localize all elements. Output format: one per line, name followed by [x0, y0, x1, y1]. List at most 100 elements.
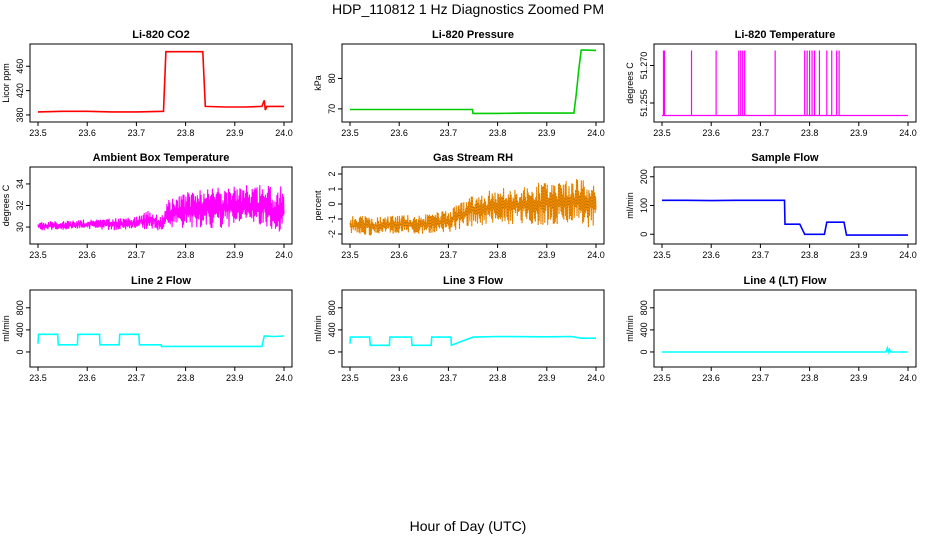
y-tick-label: 2 — [327, 171, 337, 176]
page-title: HDP_110812 1 Hz Diagnostics Zoomed PM — [331, 1, 605, 17]
y-tick-label: 460 — [15, 59, 25, 74]
data-layer — [662, 50, 908, 117]
x-tick-label: 23.8 — [177, 128, 195, 138]
x-tick-label: 23.6 — [78, 250, 96, 260]
panel-title: Li-820 CO2 — [132, 29, 189, 41]
x-tick-label: 23.6 — [702, 250, 720, 260]
x-tick-label: 23.5 — [341, 128, 359, 138]
x-tick-label: 23.9 — [538, 128, 556, 138]
y-tick-label: 0 — [15, 349, 25, 354]
x-tick-label: 23.8 — [489, 128, 507, 138]
y-tick-label: 100 — [639, 198, 649, 213]
data-layer — [349, 179, 597, 236]
y-tick-label: 800 — [327, 300, 337, 315]
y-axis-label: ml/min — [313, 315, 323, 342]
y-tick-label: 400 — [327, 322, 337, 337]
panel-line-2-flow: Line 2 Flow ml/min 23.5 23.6 23.7 23.8 23.9 24.… — [1, 275, 293, 383]
x-tick-label: 23.7 — [440, 128, 458, 138]
panel-line-4-lt-flow: Line 4 (LT) Flow ml/min 23.5 23.6 23.7 23.8 23… — [625, 275, 917, 383]
x-axis-label: Hour of Day (UTC) — [409, 518, 527, 534]
x-tick-label: 23.6 — [78, 128, 96, 138]
x-tick-label: 23.7 — [752, 250, 770, 260]
y-tick-label: 32 — [15, 200, 25, 210]
y-tick-label: -1 — [327, 215, 337, 223]
x-tick-label: 23.9 — [538, 250, 556, 260]
x-tick-label: 23.9 — [226, 373, 244, 383]
x-tick-label: 23.5 — [341, 250, 359, 260]
x-tick-label: 24.0 — [275, 128, 293, 138]
y-tick-label: 70 — [327, 104, 337, 114]
x-tick-label: 24.0 — [587, 373, 605, 383]
x-tick-label: 23.5 — [653, 128, 671, 138]
x-tick-label: 23.5 — [29, 373, 47, 383]
x-tick-label: 23.7 — [128, 128, 146, 138]
x-tick-label: 23.7 — [128, 373, 146, 383]
y-axis-label: ml/min — [625, 315, 635, 342]
x-tick-label: 23.5 — [653, 373, 671, 383]
plot-frame — [341, 43, 605, 123]
y-tick-label: 80 — [327, 73, 337, 83]
y-axis-label: Licor ppm — [1, 63, 11, 103]
panel-title: Li-820 Pressure — [432, 29, 514, 41]
y-axis-label: degrees C — [625, 62, 635, 104]
data-layer — [349, 335, 596, 347]
plot-frame — [341, 289, 605, 368]
panel-title: Sample Flow — [751, 152, 819, 164]
x-tick-label: 23.9 — [850, 250, 868, 260]
y-tick-label: 400 — [639, 322, 649, 337]
y-tick-label: 380 — [15, 107, 25, 122]
panel-title: Line 2 Flow — [131, 275, 191, 287]
y-axis-label: kPa — [313, 75, 323, 91]
series-line — [37, 50, 284, 113]
x-tick-label: 24.0 — [275, 373, 293, 383]
x-tick-label: 23.9 — [850, 373, 868, 383]
y-tick-label: -2 — [327, 230, 337, 238]
x-tick-label: 23.9 — [226, 128, 244, 138]
x-tick-label: 23.8 — [489, 373, 507, 383]
panel-sample-flow: Sample Flow ml/min 23.5 23.6 23.7 23.8 23.9 24.… — [625, 152, 917, 260]
x-tick-label: 23.8 — [801, 373, 819, 383]
x-tick-label: 24.0 — [587, 250, 605, 260]
plot-frame — [29, 289, 293, 368]
x-tick-label: 23.8 — [177, 250, 195, 260]
x-tick-label: 23.6 — [390, 373, 408, 383]
x-tick-label: 23.9 — [850, 128, 868, 138]
y-tick-label: 800 — [15, 300, 25, 315]
x-tick-label: 23.6 — [78, 373, 96, 383]
y-tick-label: 400 — [15, 322, 25, 337]
plot-frame — [653, 289, 917, 368]
series-line — [37, 185, 285, 232]
y-tick-label: 51.255 — [639, 89, 649, 117]
panel-li-820-temperature: Li-820 Temperature degrees C 23.5 23.6 23.7 2… — [625, 29, 917, 138]
x-tick-label: 23.5 — [341, 373, 359, 383]
series-line — [37, 333, 285, 348]
data-layer — [37, 333, 285, 348]
panel-li-820-pressure: Li-820 Pressure kPa 23.5 23.6 23.7 23.8 23.9 24… — [313, 29, 605, 138]
y-axis-label: degrees C — [1, 184, 11, 226]
data-layer — [350, 49, 597, 115]
x-tick-label: 23.5 — [29, 250, 47, 260]
x-tick-label: 23.6 — [390, 128, 408, 138]
panel-gas-stream-rh: Gas Stream RH percent 23.5 23.6 23.7 23.8 23.9… — [313, 152, 605, 260]
y-tick-label: 0 — [327, 201, 337, 206]
data-layer — [662, 345, 908, 355]
y-axis-label: ml/min — [1, 315, 11, 342]
x-tick-label: 23.5 — [653, 250, 671, 260]
panel-li-820-co2: Li-820 CO2 Licor ppm 23.5 23.6 23.7 23.8 23.9 2… — [1, 29, 293, 138]
y-axis-label: percent — [313, 190, 323, 221]
x-tick-label: 23.8 — [801, 250, 819, 260]
x-tick-label: 23.6 — [702, 373, 720, 383]
x-tick-label: 23.7 — [128, 250, 146, 260]
x-tick-label: 23.9 — [226, 250, 244, 260]
series-line — [349, 179, 597, 236]
x-tick-label: 24.0 — [899, 250, 917, 260]
panel-ambient-box-temperature: Ambient Box Temperature degrees C 23.5 23.6… — [1, 152, 293, 260]
x-tick-label: 23.7 — [440, 250, 458, 260]
y-tick-label: 1 — [327, 186, 337, 191]
series-line — [662, 199, 908, 236]
x-tick-label: 23.9 — [538, 373, 556, 383]
y-tick-label: 51.270 — [639, 52, 649, 80]
x-tick-label: 23.7 — [752, 373, 770, 383]
y-tick-label: 420 — [15, 83, 25, 98]
